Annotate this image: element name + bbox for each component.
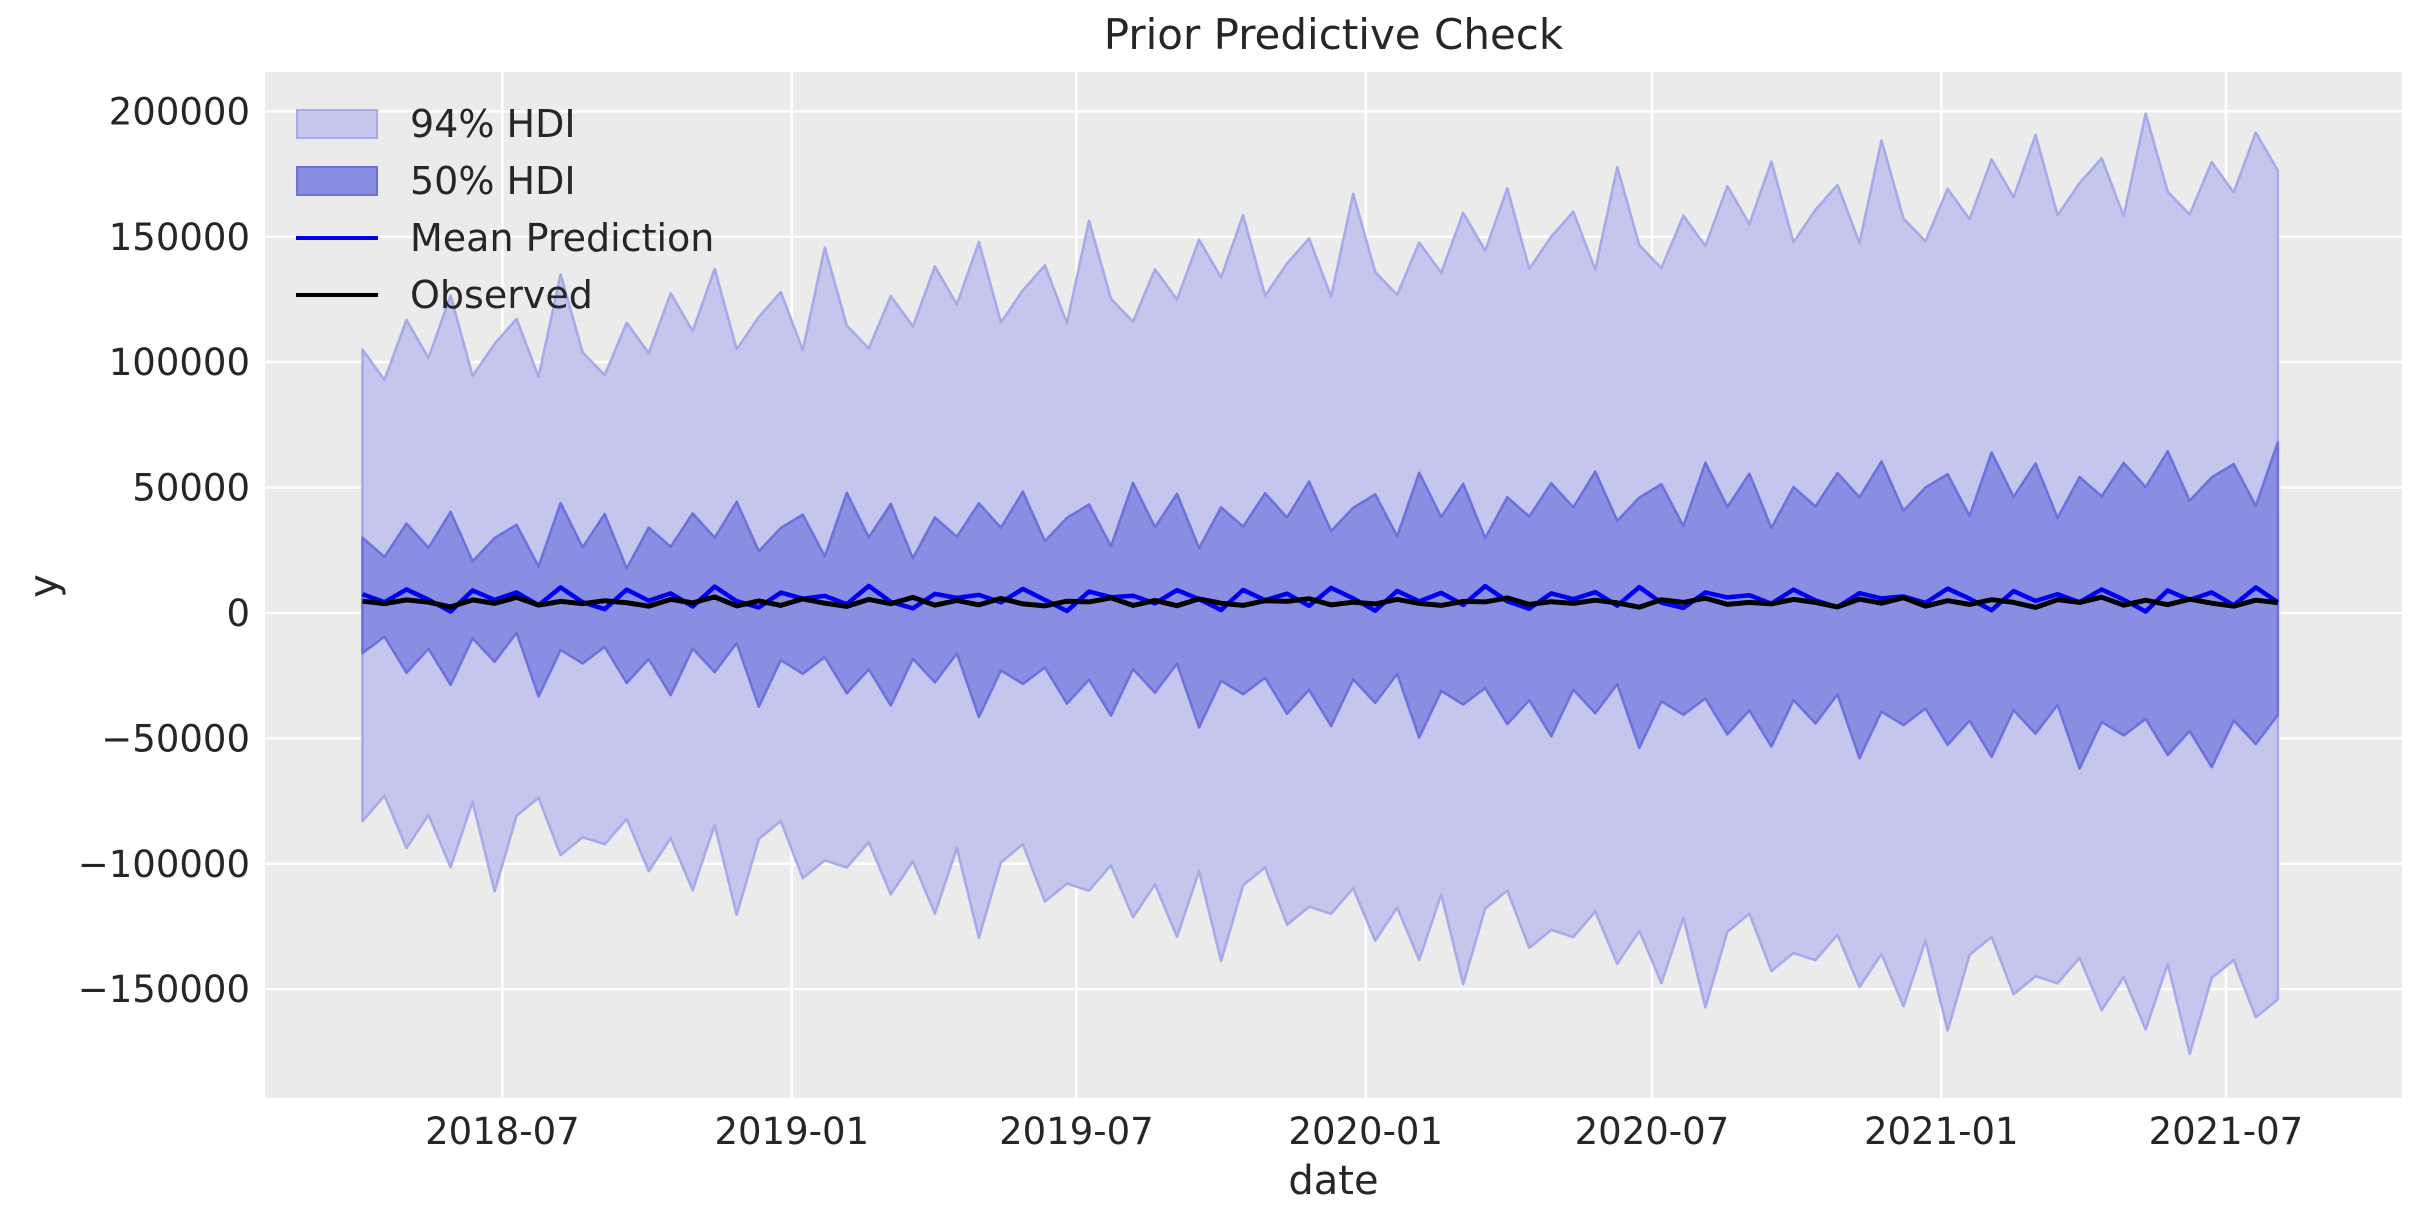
mean-line-swatch-icon (296, 235, 378, 240)
x-tick-label: 2020-07 (1575, 1110, 1730, 1153)
y-tick-label: 150000 (109, 216, 250, 259)
observed-line-swatch-icon (296, 292, 378, 297)
y-tick-label: −100000 (78, 843, 250, 886)
x-tick-label: 2021-07 (2149, 1110, 2304, 1153)
y-axis-label: y (21, 574, 67, 598)
y-tick-label: −50000 (101, 717, 250, 760)
observed-line (362, 594, 2279, 610)
legend-item-observed: Observed (296, 266, 714, 323)
hdi94-swatch-icon (296, 108, 378, 139)
x-tick-label: 2019-01 (714, 1110, 869, 1153)
chart-title: Prior Predictive Check (1103, 10, 1564, 59)
y-tick-label: 100000 (109, 341, 250, 384)
hdi-50-band (361, 441, 2280, 770)
legend-item-50-hdi: 50% HDI (296, 152, 714, 209)
y-tick-label: 0 (226, 592, 250, 635)
x-tick-label: 2019-07 (999, 1110, 1154, 1153)
legend-item-94-hdi: 94% HDI (296, 95, 714, 152)
legend-item-mean-prediction: Mean Prediction (296, 209, 714, 266)
legend-label: Mean Prediction (410, 215, 715, 260)
y-tick-label: 200000 (109, 90, 250, 133)
x-axis-label: date (1288, 1158, 1379, 1204)
y-tick-label: −150000 (78, 968, 250, 1011)
legend-label: 94% HDI (410, 101, 576, 146)
x-tick-label: 2020-01 (1288, 1110, 1443, 1153)
legend: 94% HDI 50% HDI Mean Prediction Observed (296, 95, 714, 323)
legend-label: 50% HDI (410, 158, 576, 203)
legend-label: Observed (410, 272, 593, 317)
x-tick-label: 2018-07 (425, 1110, 580, 1153)
hdi50-swatch-icon (296, 165, 378, 196)
y-tick-label: 50000 (132, 467, 250, 510)
x-tick-label: 2021-01 (1864, 1110, 2019, 1153)
